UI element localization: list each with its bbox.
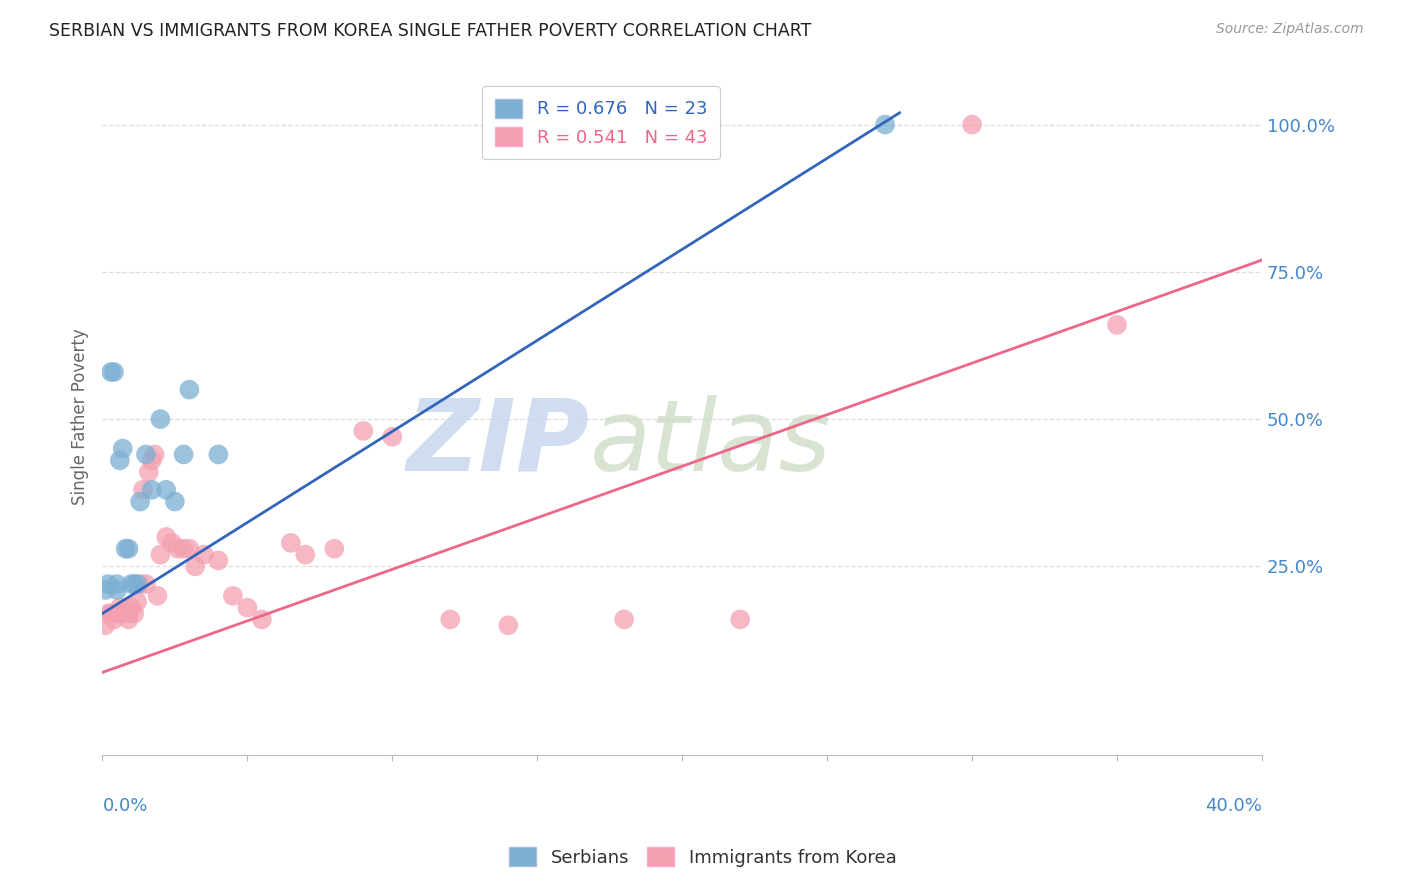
Point bbox=[124, 577, 146, 591]
Point bbox=[236, 600, 259, 615]
Point bbox=[111, 442, 134, 456]
Point bbox=[155, 483, 177, 497]
Point bbox=[184, 559, 207, 574]
Point bbox=[114, 600, 136, 615]
Point bbox=[141, 483, 163, 497]
Point bbox=[141, 453, 163, 467]
Point bbox=[100, 607, 122, 621]
Point bbox=[193, 548, 215, 562]
Text: 0.0%: 0.0% bbox=[103, 797, 148, 814]
Point bbox=[111, 607, 134, 621]
Point bbox=[1105, 318, 1128, 332]
Point bbox=[105, 607, 128, 621]
Point bbox=[173, 541, 195, 556]
Point bbox=[129, 577, 152, 591]
Point bbox=[108, 453, 131, 467]
Point bbox=[143, 447, 166, 461]
Point bbox=[873, 118, 896, 132]
Point bbox=[179, 541, 201, 556]
Point bbox=[97, 577, 120, 591]
Y-axis label: Single Father Poverty: Single Father Poverty bbox=[72, 327, 89, 505]
Point bbox=[352, 424, 374, 438]
Point bbox=[120, 577, 142, 591]
Point bbox=[135, 577, 157, 591]
Point bbox=[222, 589, 245, 603]
Text: Source: ZipAtlas.com: Source: ZipAtlas.com bbox=[1216, 22, 1364, 37]
Point bbox=[207, 553, 229, 567]
Point bbox=[103, 365, 125, 379]
Text: ZIP: ZIP bbox=[406, 395, 589, 491]
Point bbox=[146, 589, 169, 603]
Point bbox=[173, 447, 195, 461]
Point bbox=[135, 447, 157, 461]
Point bbox=[94, 618, 117, 632]
Point bbox=[179, 383, 201, 397]
Point bbox=[381, 430, 404, 444]
Point bbox=[149, 412, 172, 426]
Point bbox=[613, 612, 636, 626]
Point bbox=[323, 541, 346, 556]
Point bbox=[138, 465, 160, 479]
Point bbox=[207, 447, 229, 461]
Point bbox=[294, 548, 316, 562]
Text: 40.0%: 40.0% bbox=[1205, 797, 1263, 814]
Point bbox=[496, 618, 519, 632]
Point bbox=[94, 582, 117, 597]
Point bbox=[155, 530, 177, 544]
Text: atlas: atlas bbox=[589, 395, 831, 491]
Point bbox=[160, 536, 183, 550]
Text: SERBIAN VS IMMIGRANTS FROM KOREA SINGLE FATHER POVERTY CORRELATION CHART: SERBIAN VS IMMIGRANTS FROM KOREA SINGLE … bbox=[49, 22, 811, 40]
Point bbox=[108, 600, 131, 615]
Point bbox=[163, 494, 186, 508]
Point bbox=[117, 612, 139, 626]
Point bbox=[97, 607, 120, 621]
Point bbox=[117, 607, 139, 621]
Point bbox=[120, 600, 142, 615]
Point bbox=[166, 541, 188, 556]
Point bbox=[728, 612, 751, 626]
Point bbox=[960, 118, 983, 132]
Point bbox=[132, 483, 155, 497]
Point bbox=[439, 612, 461, 626]
Point bbox=[127, 577, 149, 591]
Point bbox=[114, 541, 136, 556]
Point bbox=[105, 577, 128, 591]
Point bbox=[124, 607, 146, 621]
Point bbox=[250, 612, 273, 626]
Legend: Serbians, Immigrants from Korea: Serbians, Immigrants from Korea bbox=[502, 840, 904, 874]
Point bbox=[105, 582, 128, 597]
Point bbox=[280, 536, 302, 550]
Legend: R = 0.676   N = 23, R = 0.541   N = 43: R = 0.676 N = 23, R = 0.541 N = 43 bbox=[482, 87, 720, 160]
Point bbox=[127, 595, 149, 609]
Point bbox=[100, 365, 122, 379]
Point bbox=[117, 541, 139, 556]
Point bbox=[103, 612, 125, 626]
Point bbox=[149, 548, 172, 562]
Point bbox=[129, 494, 152, 508]
